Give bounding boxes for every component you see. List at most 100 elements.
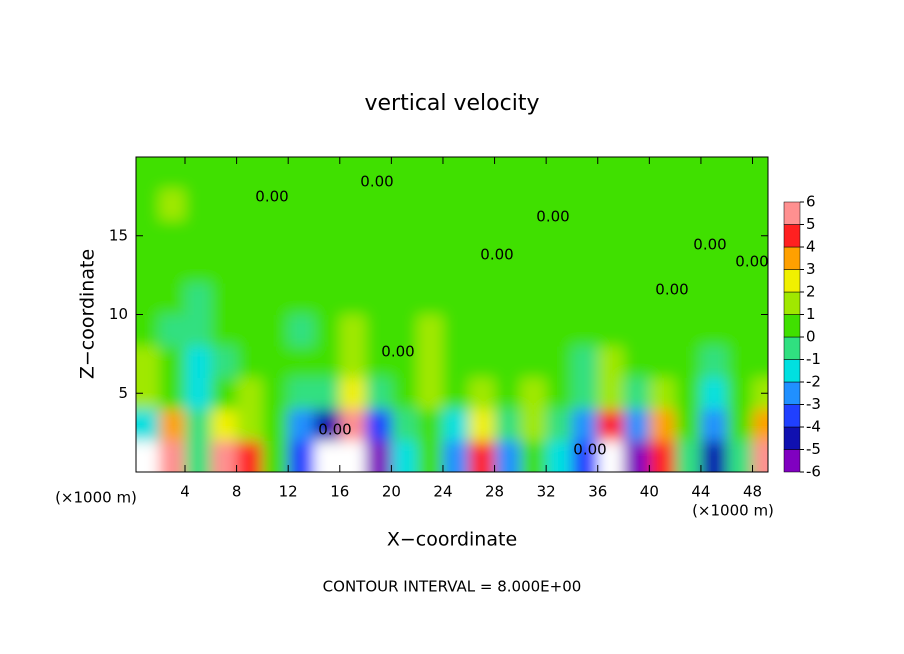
colorbar-tick-label: 5 [806,215,816,233]
contour-label: 0.00 [573,441,606,459]
cell [700,220,728,252]
cell [288,409,315,441]
cell [700,409,728,441]
cell [546,251,573,284]
cell [288,346,315,378]
contour-label: 0.00 [480,246,513,264]
cell [649,283,676,315]
cell [210,314,238,347]
cell [339,409,367,441]
x-tick-label: 32 [537,483,556,501]
cell [159,157,186,189]
cell [623,157,650,189]
cell [136,188,160,221]
cell [185,283,212,315]
cell [262,409,289,441]
cell [417,314,444,347]
cell [262,188,289,221]
colorbar-tick-label: 6 [806,193,816,211]
contour-label: 0.00 [255,188,288,206]
cell [365,314,392,347]
cell [597,346,625,378]
cell [210,251,238,284]
colorbar-tick-label: -5 [806,440,821,458]
colorbar-tick-label: -2 [806,373,821,391]
cell [597,220,625,252]
contour-label: 0.00 [536,208,569,226]
cell [262,220,289,252]
colorbar-tick-label: 2 [806,283,816,301]
colorbar-tick-label: 4 [806,238,816,256]
cell [313,377,341,410]
cell [442,440,470,472]
cell [726,283,754,315]
cell [546,157,573,189]
cell [417,440,444,472]
colorbar-tick-label: -1 [806,350,821,368]
cell [752,409,768,441]
cell [571,188,599,221]
cell [442,314,470,347]
cell [520,346,547,378]
cell [262,283,289,315]
cell [675,377,702,410]
cell [597,377,625,410]
cell [391,188,418,221]
cell [236,346,263,378]
cell [313,440,341,472]
cell [675,220,702,252]
cell [649,440,676,472]
colorbar-tick-label: -6 [806,463,821,481]
cell [262,346,289,378]
x-tick-label: 28 [485,483,504,501]
cell [597,283,625,315]
cell [700,157,728,189]
cell [494,251,521,284]
cell [752,220,768,252]
cell [726,346,754,378]
cell [468,440,496,472]
cell [391,377,418,410]
cell [159,440,186,472]
x-tick-label: 12 [279,483,298,501]
cell [210,377,238,410]
cell [623,188,650,221]
cell [210,409,238,441]
cell [726,314,754,347]
cell [571,377,599,410]
cell [649,157,676,189]
cell [494,314,521,347]
cell [571,157,599,189]
cell [236,220,263,252]
cell [136,283,160,315]
cell [675,283,702,315]
cell [494,346,521,378]
cell [752,377,768,410]
cell [520,440,547,472]
cell [442,251,470,284]
colorbar-tick-label: 3 [806,260,816,278]
cell [442,377,470,410]
cell [442,157,470,189]
cell [365,346,392,378]
cell [339,346,367,378]
cell [468,188,496,221]
cell [288,251,315,284]
cell [136,440,160,472]
cell [391,220,418,252]
cell [675,251,702,284]
colorbar-swatch [783,404,801,428]
cell [726,188,754,221]
cell [236,157,263,189]
cell [339,314,367,347]
cell [571,314,599,347]
cell [571,440,599,472]
cell [210,346,238,378]
cell [726,377,754,410]
cell [520,409,547,441]
colorbar-swatch [783,201,801,225]
cell [623,283,650,315]
cell [391,346,418,378]
cell [700,314,728,347]
cell [623,346,650,378]
